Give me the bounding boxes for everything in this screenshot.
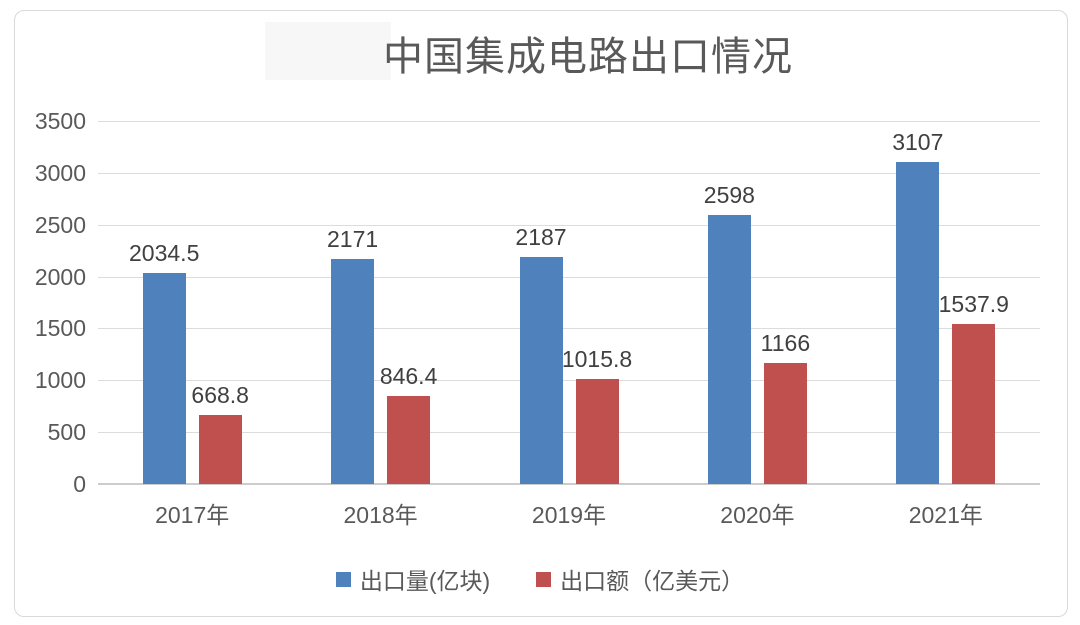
gridline-500 (98, 432, 1040, 434)
y-axis-tick-label-3500: 3500 (34, 108, 86, 134)
bar-label-export-volume-2019年: 2187 (515, 224, 567, 251)
y-axis-tick-label-500: 500 (47, 419, 86, 446)
legend-swatch-export-value (536, 571, 552, 587)
bar-label-export-volume-2021年: 3107 (892, 128, 944, 155)
x-axis-label-2019年: 2019年 (531, 502, 607, 528)
bar-export-value-2021年 (952, 324, 996, 484)
bar-label-export-volume-2020年: 2598 (703, 181, 755, 208)
legend-label-export-volume: 出口量(亿块) (359, 568, 491, 594)
bar-export-volume-2021年 (896, 161, 940, 484)
bar-export-value-2017年 (198, 414, 242, 484)
gridline-2000 (98, 276, 1040, 278)
bar-label-export-value-2021年: 1537.9 (938, 291, 1009, 318)
bar-export-volume-2019年 (519, 257, 563, 484)
bar-export-value-2020年 (763, 363, 807, 484)
bar-label-export-volume-2018年: 2171 (327, 225, 379, 252)
gridline-1500 (98, 328, 1040, 330)
bar-export-volume-2018年 (331, 258, 375, 484)
x-axis-label-2021年: 2021年 (908, 502, 983, 528)
legend-item-export-volume: 出口量(亿块) (335, 562, 491, 596)
bar-label-export-volume-2017年: 2034.5 (129, 239, 200, 266)
legend-label-export-value: 出口额（亿美元） (560, 568, 745, 594)
y-axis-tick-label-2500: 2500 (34, 211, 86, 238)
bar-export-value-2018年 (387, 396, 431, 484)
legend-item-export-value: 出口额（亿美元） (536, 562, 744, 596)
y-axis-tick-label-3000: 3000 (34, 159, 86, 186)
x-axis-label-2017年: 2017年 (155, 502, 230, 528)
y-axis-tick-label-1000: 1000 (34, 367, 86, 394)
bar-export-volume-2017年 (142, 272, 186, 484)
x-axis-label-2020年: 2020年 (720, 502, 795, 528)
gridline-1000 (98, 380, 1040, 382)
bar-export-volume-2020年 (707, 214, 751, 484)
bar-label-export-value-2017年: 668.8 (191, 381, 249, 408)
bar-label-export-value-2019年: 1015.8 (561, 345, 633, 372)
watermark-patch (265, 22, 391, 80)
gridline-2500 (98, 224, 1040, 226)
y-axis-tick-label-2000: 2000 (34, 263, 86, 290)
chart-title: 中国集成电路出口情况 (383, 34, 793, 79)
x-axis-label-2018年: 2018年 (343, 502, 418, 528)
bar-export-value-2019年 (575, 378, 619, 484)
y-axis-tick-label-0: 0 (73, 471, 86, 497)
y-axis-tick-label-1500: 1500 (34, 315, 86, 342)
bar-label-export-value-2018年: 846.4 (379, 363, 438, 390)
legend: 出口量(亿块) 出口额（亿美元） (0, 562, 1080, 596)
gridline-3000 (98, 172, 1040, 174)
bar-label-export-value-2020年: 1166 (760, 330, 811, 357)
x-axis-line (98, 483, 1040, 485)
legend-swatch-export-volume (335, 571, 351, 587)
gridline-3500 (98, 121, 1040, 122)
